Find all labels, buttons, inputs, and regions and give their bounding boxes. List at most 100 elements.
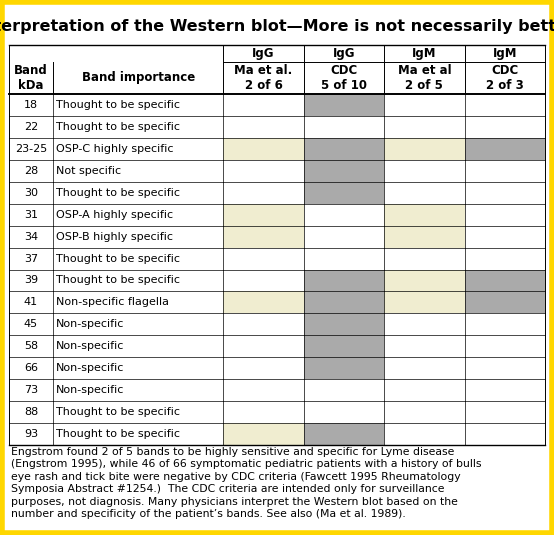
Bar xyxy=(223,116,304,138)
Text: 58: 58 xyxy=(24,341,38,351)
Text: Thought to be specific: Thought to be specific xyxy=(56,188,180,198)
Bar xyxy=(384,116,465,138)
Bar xyxy=(384,204,465,226)
Bar xyxy=(304,357,384,379)
Bar xyxy=(304,270,384,292)
Bar xyxy=(465,335,545,357)
Text: OSP-C highly specific: OSP-C highly specific xyxy=(56,144,173,154)
Bar xyxy=(223,182,304,204)
Bar xyxy=(223,423,304,445)
Bar xyxy=(304,292,384,314)
Bar xyxy=(223,335,304,357)
Text: IgM: IgM xyxy=(493,47,517,60)
Text: Thought to be specific: Thought to be specific xyxy=(56,254,180,264)
Bar xyxy=(223,226,304,248)
Bar xyxy=(304,226,384,248)
Text: Engstrom found 2 of 5 bands to be highly sensitive and specific for Lyme disease: Engstrom found 2 of 5 bands to be highly… xyxy=(11,447,481,519)
Text: IgM: IgM xyxy=(412,47,437,60)
Bar xyxy=(304,401,384,423)
Bar xyxy=(465,138,545,160)
Text: CDC
2 of 3: CDC 2 of 3 xyxy=(486,64,524,92)
Bar xyxy=(223,401,304,423)
Bar xyxy=(384,335,465,357)
Bar xyxy=(465,160,545,182)
Text: Interpretation of the Western blot—More is not necessarily better.: Interpretation of the Western blot—More … xyxy=(0,19,554,34)
Bar xyxy=(304,204,384,226)
Bar xyxy=(304,379,384,401)
Bar xyxy=(223,94,304,116)
Bar xyxy=(304,138,384,160)
Bar xyxy=(223,204,304,226)
Bar xyxy=(223,270,304,292)
Text: Non-specific: Non-specific xyxy=(56,319,124,330)
Text: Thought to be specific: Thought to be specific xyxy=(56,100,180,110)
Bar xyxy=(223,379,304,401)
Text: Thought to be specific: Thought to be specific xyxy=(56,122,180,132)
Text: Band
kDa: Band kDa xyxy=(14,64,48,92)
Bar xyxy=(223,248,304,270)
Text: CDC
5 of 10: CDC 5 of 10 xyxy=(321,64,367,92)
Text: 39: 39 xyxy=(24,276,38,286)
Text: 18: 18 xyxy=(24,100,38,110)
Bar xyxy=(223,314,304,335)
Bar xyxy=(465,292,545,314)
Bar xyxy=(465,94,545,116)
Text: Thought to be specific: Thought to be specific xyxy=(56,407,180,417)
Bar xyxy=(384,314,465,335)
Bar xyxy=(465,423,545,445)
Text: 45: 45 xyxy=(24,319,38,330)
Bar xyxy=(384,248,465,270)
Bar xyxy=(304,423,384,445)
Bar xyxy=(384,270,465,292)
Bar xyxy=(384,160,465,182)
Bar xyxy=(304,335,384,357)
Bar xyxy=(223,357,304,379)
Text: 34: 34 xyxy=(24,232,38,242)
Text: 88: 88 xyxy=(24,407,38,417)
Text: 22: 22 xyxy=(24,122,38,132)
Bar xyxy=(384,423,465,445)
Bar xyxy=(465,314,545,335)
Bar xyxy=(223,138,304,160)
Bar xyxy=(304,248,384,270)
Text: Non-specific flagella: Non-specific flagella xyxy=(56,297,169,308)
Bar xyxy=(465,357,545,379)
Text: Non-specific: Non-specific xyxy=(56,385,124,395)
Text: 31: 31 xyxy=(24,210,38,220)
Text: IgG: IgG xyxy=(253,47,275,60)
Text: Ma et al
2 of 5: Ma et al 2 of 5 xyxy=(398,64,451,92)
Bar xyxy=(304,160,384,182)
Text: 30: 30 xyxy=(24,188,38,198)
Bar xyxy=(223,292,304,314)
Bar xyxy=(465,401,545,423)
Bar xyxy=(465,116,545,138)
Bar xyxy=(384,292,465,314)
Bar xyxy=(304,94,384,116)
Bar xyxy=(384,226,465,248)
Bar xyxy=(465,379,545,401)
Text: Non-specific: Non-specific xyxy=(56,341,124,351)
Text: Band importance: Band importance xyxy=(81,72,195,85)
Text: Thought to be specific: Thought to be specific xyxy=(56,429,180,439)
Bar xyxy=(304,182,384,204)
Bar xyxy=(384,379,465,401)
Bar xyxy=(223,160,304,182)
Bar xyxy=(384,357,465,379)
Bar xyxy=(384,401,465,423)
Text: 66: 66 xyxy=(24,363,38,373)
Bar xyxy=(465,226,545,248)
Text: 41: 41 xyxy=(24,297,38,308)
Bar xyxy=(304,116,384,138)
Bar xyxy=(384,94,465,116)
Text: Non-specific: Non-specific xyxy=(56,363,124,373)
Bar xyxy=(465,248,545,270)
Bar xyxy=(465,270,545,292)
Text: OSP-A highly specific: OSP-A highly specific xyxy=(56,210,173,220)
Text: Thought to be specific: Thought to be specific xyxy=(56,276,180,286)
Text: OSP-B highly specific: OSP-B highly specific xyxy=(56,232,173,242)
Bar xyxy=(465,182,545,204)
Text: 93: 93 xyxy=(24,429,38,439)
Text: IgG: IgG xyxy=(333,47,355,60)
Text: 23-25: 23-25 xyxy=(15,144,47,154)
Text: Ma et al.
2 of 6: Ma et al. 2 of 6 xyxy=(234,64,293,92)
